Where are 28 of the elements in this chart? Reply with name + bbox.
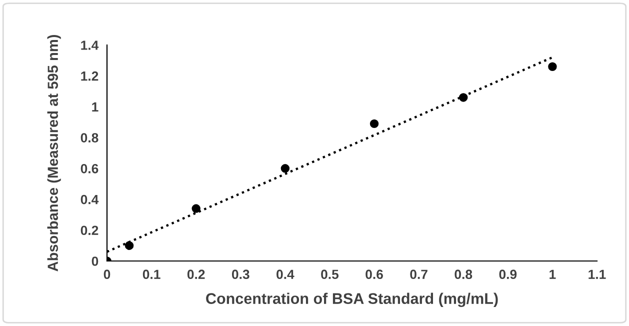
x-tick-label: 0.6 (366, 270, 383, 280)
x-tick-label: 0.3 (232, 270, 250, 280)
y-axis-title: Absorbance (Measured at 595 nm) (47, 34, 61, 272)
x-tick-label: 0.9 (499, 270, 517, 280)
x-tick-label: 0.5 (321, 270, 339, 280)
x-tick-label: 0.7 (410, 270, 428, 280)
x-tick-label: 0.8 (454, 270, 472, 280)
x-tick-label: 0.2 (187, 270, 205, 280)
y-tick-label: 0.2 (80, 226, 98, 236)
point (192, 204, 200, 213)
x-tick-label: 1.1 (588, 270, 606, 279)
y-tick-label: 0.4 (80, 194, 99, 204)
point (548, 62, 557, 71)
y-tick-label: 0.6 (80, 164, 98, 174)
y-tick-label: 0.8 (80, 133, 98, 142)
x-tick-label: 0.4 (276, 270, 294, 280)
x-tick-label: 0.1 (142, 270, 160, 280)
point (370, 119, 379, 128)
point (124, 241, 134, 250)
x-tick-label: 0 (104, 270, 110, 280)
x-axis-title: Concentration of BSA Standard (mg/mL) (206, 292, 498, 308)
point (280, 164, 290, 173)
y-tick-label: 0 (92, 256, 98, 266)
point (458, 93, 468, 102)
y-tick-label: 1.4 (81, 40, 99, 50)
y-tick-label: 1.2 (81, 71, 98, 81)
x-tick-label: 1 (550, 270, 556, 279)
y-tick-label: 1 (92, 102, 98, 112)
